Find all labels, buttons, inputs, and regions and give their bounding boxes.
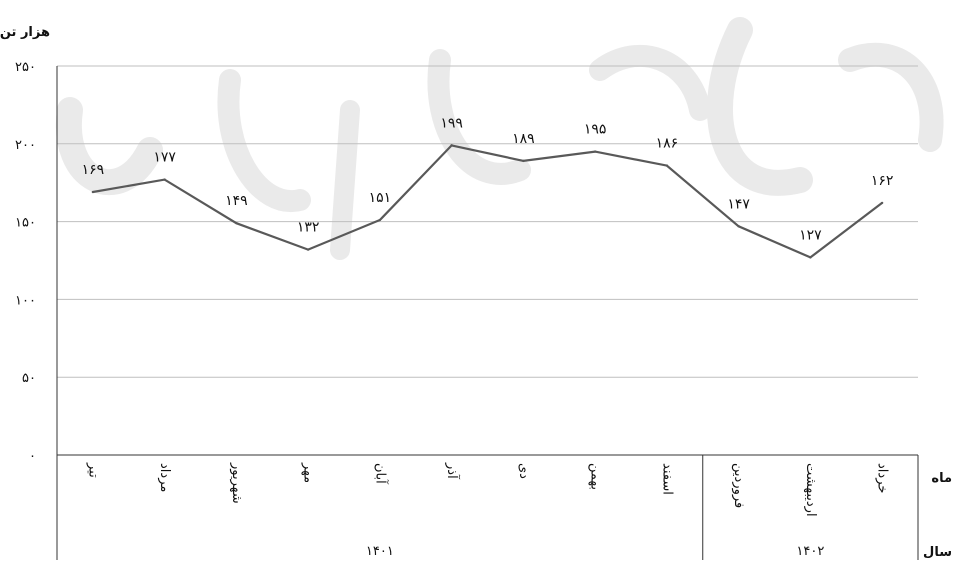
data-label: ۱۸۶ [656, 136, 679, 152]
y-tick-label: ۰ [29, 449, 36, 464]
data-point [809, 256, 812, 259]
category-label: شهریور [229, 462, 244, 504]
data-point [91, 190, 95, 194]
data-label: ۱۴۷ [727, 196, 750, 212]
data-label: ۱۹۹ [440, 115, 463, 131]
data-label: ۱۸۹ [512, 131, 535, 147]
data-point [593, 150, 597, 153]
category-label: مهر [301, 462, 316, 483]
y-tick-label: ۲۰۰ [15, 138, 36, 153]
y-tick-label: ۱۰۰ [15, 293, 36, 308]
data-label: ۱۶۹ [82, 162, 105, 178]
data-point [665, 164, 669, 167]
data-point [306, 248, 310, 251]
data-point [737, 225, 740, 228]
y-tick-label: ۲۵۰ [15, 60, 36, 75]
category-label: دی [516, 463, 531, 479]
category-labels: تیر مرداد شهریور مهر آبان آذر دی بهمن اسفند فرورد… [85, 462, 889, 517]
data-label: ۱۵۱ [369, 190, 392, 206]
category-label: اردیبهشت [803, 463, 818, 517]
category-label: آذر [444, 462, 461, 480]
data-label: ۱۷۷ [153, 150, 176, 166]
category-label: خرداد [875, 463, 890, 493]
category-label: بهمن [588, 463, 603, 490]
data-label: ۱۴۹ [225, 193, 248, 209]
year-labels: ۱۴۰۱ ۱۴۰۲ [366, 544, 824, 559]
gridlines [57, 65, 918, 378]
y-tick-label: ۵۰ [22, 371, 36, 386]
category-label: اسفند [659, 463, 674, 495]
year-label: ۱۴۰۱ [366, 544, 394, 559]
data-point [450, 144, 453, 147]
data-point [378, 218, 382, 222]
y-axis-label: هزار تن [0, 25, 50, 40]
data-point [880, 201, 884, 205]
data-point [235, 221, 238, 225]
year-row-label: سال [923, 545, 952, 560]
category-label: مرداد [157, 463, 172, 492]
year-label: ۱۴۰۲ [796, 544, 824, 559]
watermark-logo [55, 17, 944, 260]
y-tick-label: ۱۵۰ [15, 216, 36, 231]
category-label: تیر [85, 462, 100, 478]
y-tick-labels: ۰ ۵۰ ۱۰۰ ۱۵۰ ۲۰۰ ۲۵۰ [15, 60, 36, 464]
data-labels: ۱۶۹ ۱۷۷ ۱۴۹ ۱۳۲ ۱۵۱ ۱۹۹ ۱۸۹ ۱۹۵ ۱۸۶ ۱۴۷ ۱۲۷ ۱۶۲ [82, 115, 894, 243]
data-label: ۱۹۵ [584, 122, 607, 138]
category-label: آبان [372, 463, 389, 485]
series-polyline [92, 144, 883, 259]
month-row-label: ماه [931, 471, 952, 486]
series-line [91, 144, 884, 259]
data-label: ۱۲۷ [799, 227, 822, 243]
category-label: فروردین [731, 463, 746, 508]
axes [56, 66, 919, 560]
data-point [522, 159, 525, 163]
data-point [163, 178, 166, 181]
data-label: ۱۶۲ [871, 173, 894, 189]
data-label: ۱۳۲ [297, 220, 320, 236]
